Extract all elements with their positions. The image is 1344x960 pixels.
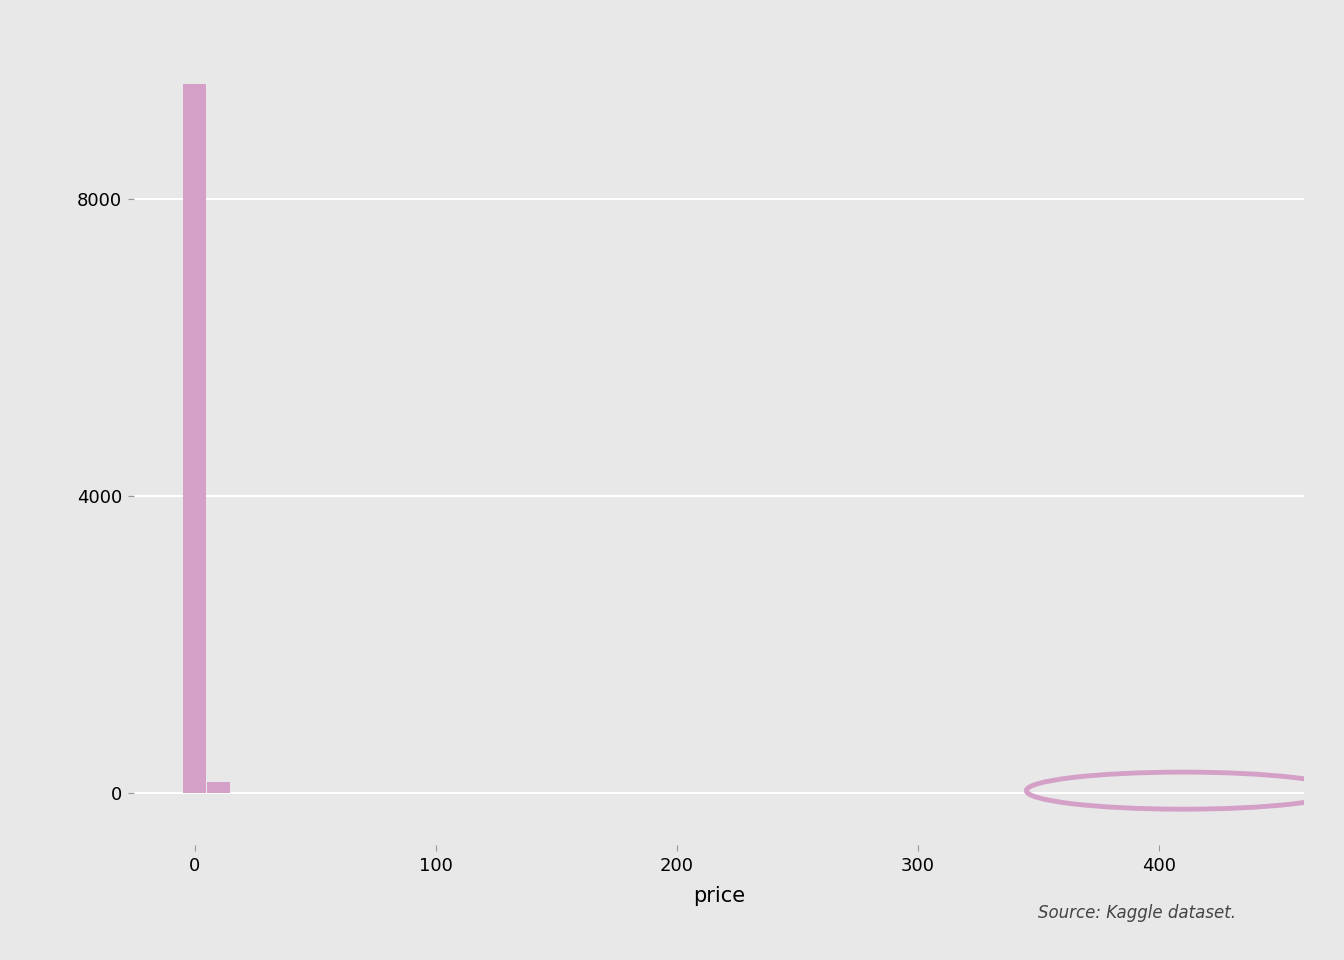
Bar: [183, 84, 206, 793]
X-axis label: price: price: [694, 886, 745, 906]
Bar: [207, 781, 230, 793]
Text: Source: Kaggle dataset.: Source: Kaggle dataset.: [1039, 903, 1236, 922]
